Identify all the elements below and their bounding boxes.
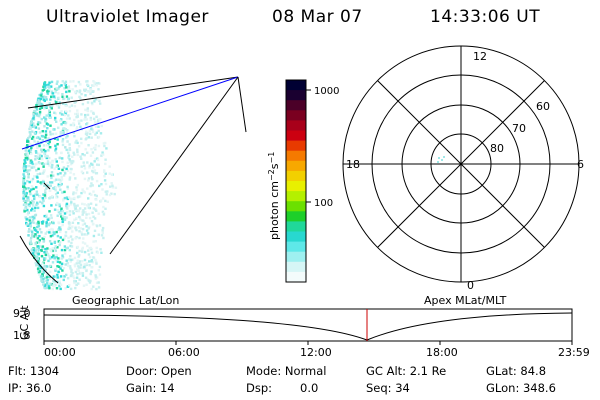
colorbar-segment — [286, 80, 306, 91]
colorbar-segment — [286, 130, 306, 142]
earth-limb-arc — [19, 235, 59, 284]
colorbar-label-100: 100 — [314, 198, 333, 209]
colorbar-segment — [286, 110, 306, 121]
dsp-label: Dsp: — [246, 381, 273, 395]
polar-mlt-plot — [342, 45, 580, 283]
ip-value: IP: 36.0 — [8, 381, 52, 395]
time-label-0000: 00:00 — [44, 346, 76, 359]
colorbar-segment — [286, 201, 306, 212]
gc-altitude-curve — [43, 312, 573, 341]
colorbar-segment — [286, 150, 306, 162]
aurora-emission-image — [22, 80, 118, 291]
timeline-ymax: 9.0 — [13, 307, 31, 320]
colorbar-frame — [285, 79, 307, 283]
colorbar-segment — [286, 221, 306, 232]
date-label: 08 Mar 07 — [272, 7, 363, 27]
mlt-label-6: 6 — [577, 158, 584, 171]
colorbar-segment — [286, 140, 306, 152]
time-label-0600: 06:00 — [168, 346, 200, 359]
geographic-latlon-label: Geographic Lat/Lon — [72, 294, 180, 307]
colorbar-segment — [286, 241, 306, 253]
geographic-image-panel — [19, 76, 247, 291]
timeline-axis-title: GC Alt — [18, 305, 31, 340]
colorbar-segment — [286, 160, 306, 172]
sequence-number: Seq: 34 — [366, 381, 410, 395]
tick-mark — [43, 182, 51, 190]
gain-value: Gain: 14 — [126, 381, 175, 395]
colorbar-segment — [286, 100, 306, 111]
colorbar-segment — [286, 231, 306, 243]
timeline-ymin: 1.8 — [13, 329, 31, 342]
mlt-label-12: 12 — [473, 50, 487, 63]
colorbar-segment — [286, 90, 306, 101]
time-label: 14:33:06 UT — [430, 7, 541, 27]
apex-mlat-mlt-label: Apex MLat/MLT — [424, 294, 507, 307]
colorbar-segment — [286, 251, 306, 263]
colorbar-label-1000: 1000 — [314, 86, 339, 97]
geographic-longitude: GLon: 348.6 — [486, 381, 556, 395]
lat-label-80: 80 — [490, 142, 504, 155]
app-title: Ultraviolet Imager — [46, 7, 209, 27]
door-status: Door: Open — [126, 364, 192, 378]
time-label-1800: 18:00 — [426, 346, 458, 359]
view-boundary-line-right — [237, 76, 247, 133]
dsp-value: 0.0 — [300, 381, 319, 395]
gc-altitude: GC Alt: 2.1 Re — [366, 364, 447, 378]
flight-number: Flt: 1304 — [8, 364, 60, 378]
colorbar: 1000 100 photon cm−2s−1 — [267, 79, 339, 283]
colorbar-segment — [286, 261, 306, 273]
colorbar-segment — [286, 170, 306, 182]
meridian-diag-2 — [377, 80, 545, 248]
colorbar-segment — [286, 271, 306, 283]
time-label-1200: 12:00 — [300, 346, 332, 359]
colorbar-unit-label: photon cm−2s−1 — [267, 152, 281, 240]
mlt-label-18: 18 — [346, 158, 360, 171]
mode-value: Mode: Normal — [246, 364, 327, 378]
geographic-latitude: GLat: 84.8 — [486, 364, 547, 378]
view-boundary-line-bottom — [109, 76, 239, 255]
polar-emission-spot — [437, 156, 445, 163]
lat-label-70: 70 — [512, 122, 526, 135]
colorbar-segment — [286, 120, 306, 131]
blue-reference-line — [21, 76, 239, 150]
timeline-frame — [43, 308, 573, 342]
lat-label-60: 60 — [536, 100, 550, 113]
colorbar-segment — [286, 181, 306, 192]
mlt-label-0: 0 — [467, 279, 474, 292]
colorbar-segment — [286, 191, 306, 202]
timeline-panel: GC Alt — [18, 305, 573, 345]
time-label-2359: 23:59 — [558, 346, 590, 359]
colorbar-segment — [286, 211, 306, 222]
view-boundary-line-top — [27, 76, 239, 109]
